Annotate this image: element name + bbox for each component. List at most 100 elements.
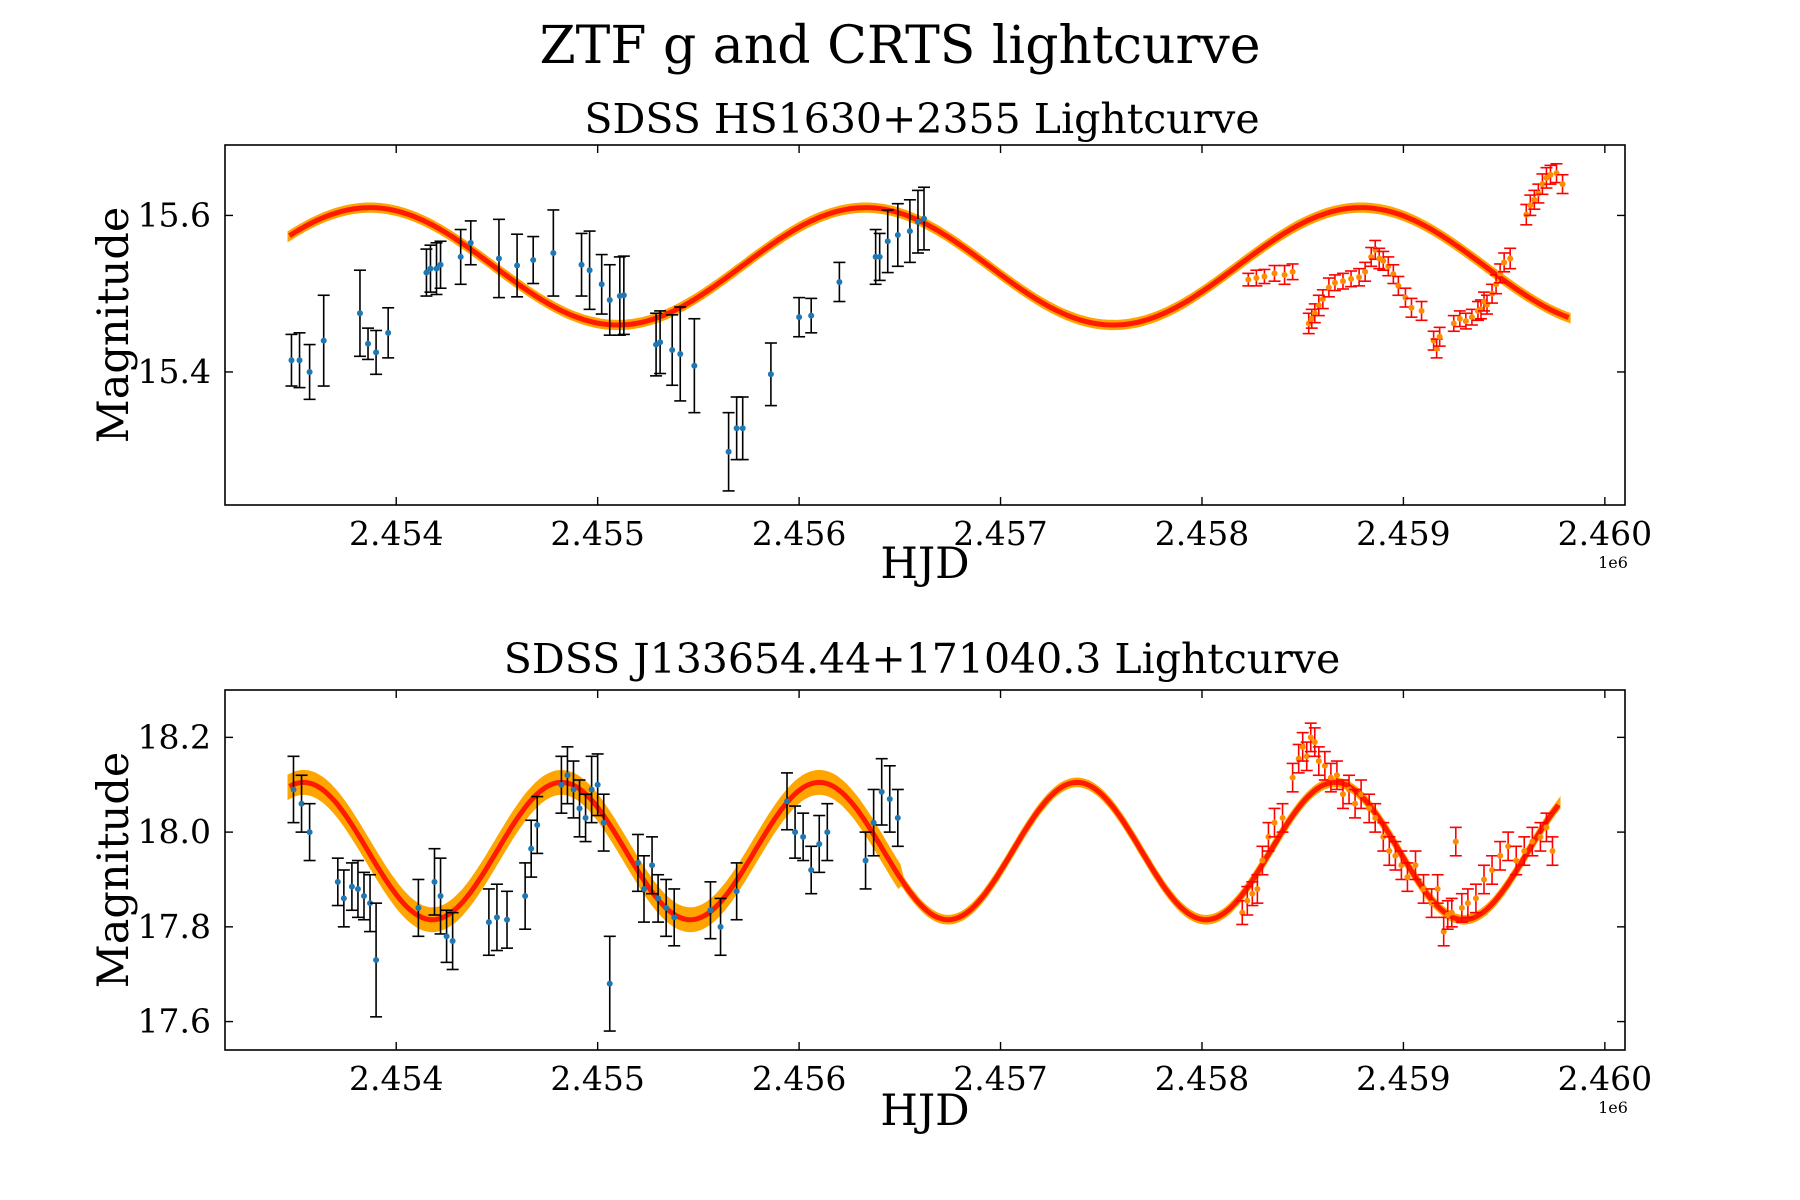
data-point [353, 269, 366, 358]
data-point [881, 209, 894, 274]
data-point [1417, 873, 1430, 904]
point-marker [356, 310, 363, 317]
data-point [1377, 250, 1390, 272]
data-point [1324, 762, 1337, 793]
data-point [603, 263, 616, 336]
data-point [293, 332, 306, 389]
point-marker [1440, 928, 1447, 935]
data-point [597, 793, 610, 852]
data-point [781, 772, 794, 831]
data-point [287, 755, 300, 824]
point-marker [415, 904, 422, 911]
data-point [501, 890, 514, 949]
data-point [1459, 312, 1472, 330]
point-marker [1436, 333, 1443, 340]
point-marker [586, 267, 593, 274]
data-point [511, 233, 524, 298]
data-point [797, 812, 810, 862]
point-marker [1452, 838, 1459, 845]
point-marker [1311, 310, 1318, 317]
data-point [891, 788, 904, 848]
point-marker [792, 829, 799, 836]
series-ztf-g [1236, 722, 1559, 947]
data-point [1502, 831, 1515, 862]
panel-j133654: SDSS J133654.44+171040.3 Lightcurve 2.45… [89, 635, 1652, 1136]
point-marker [1531, 196, 1538, 203]
y-tick-label: 15.4 [138, 352, 211, 391]
x-tick-label: 2.459 [1356, 514, 1450, 553]
model-fit-line [288, 779, 1561, 923]
data-point [1415, 300, 1428, 322]
x-tick-label: 2.460 [1558, 514, 1652, 553]
point-marker [1281, 271, 1288, 278]
data-point [567, 760, 580, 819]
point-marker [717, 923, 724, 930]
data-point [434, 857, 447, 935]
y-tick-label: 17.8 [138, 907, 211, 946]
point-marker [1315, 758, 1322, 765]
data-point [903, 198, 916, 264]
x-tick-label: 2.455 [550, 1059, 644, 1098]
point-marker [598, 281, 605, 288]
point-marker [594, 781, 601, 788]
figure-title: ZTF g and CRTS lightcurve [540, 16, 1261, 76]
point-marker [360, 893, 367, 900]
data-point [714, 897, 727, 957]
axis-ticks-group: 2.454 2.455 2.456 2.457 2.458 2.459 2.460 15.4 1… [138, 145, 1652, 553]
data-point [345, 862, 358, 912]
data-point [1251, 873, 1264, 904]
x-tick-label: 2.459 [1356, 1059, 1450, 1098]
data-point [1556, 173, 1569, 195]
data-point [364, 873, 377, 933]
data-point [561, 746, 574, 805]
data-point [547, 209, 560, 297]
data-point [1447, 314, 1460, 333]
panel-hs1630: SDSS HS1630+2355 Lightcurve 2.454 2.455 2.… [89, 95, 1652, 589]
point-marker [657, 339, 664, 346]
point-marker [671, 914, 678, 921]
point-marker [1265, 833, 1272, 840]
data-point [1355, 779, 1368, 810]
model-curve-group [287, 769, 1561, 933]
point-marker [1428, 900, 1435, 907]
data-point [1430, 338, 1443, 359]
data-point [883, 764, 896, 833]
x-axis-label: HJD [880, 539, 969, 589]
point-marker [1380, 833, 1387, 840]
point-marker [1398, 862, 1405, 869]
axis-ticks-group: 2.454 2.455 2.456 2.457 2.458 2.459 2.460 17.6 1… [138, 690, 1652, 1098]
data-point [1349, 788, 1362, 819]
point-marker [862, 857, 869, 864]
data-point [1449, 826, 1462, 857]
data-point [1286, 762, 1299, 793]
panel-title: SDSS J133654.44+171040.3 Lightcurve [504, 635, 1340, 683]
point-marker [1543, 174, 1550, 181]
point-marker [878, 788, 885, 795]
data-point [704, 881, 717, 940]
data-point [1278, 264, 1291, 286]
x-tick-label: 2.458 [1155, 514, 1249, 553]
point-marker [1253, 275, 1260, 282]
point-marker [1543, 824, 1550, 831]
point-marker [485, 919, 492, 926]
point-marker [1501, 259, 1508, 266]
data-point [1286, 263, 1299, 281]
data-point [603, 935, 616, 1032]
data-point [867, 788, 880, 857]
data-point [1258, 268, 1271, 285]
data-point [821, 802, 834, 862]
point-marker [914, 218, 921, 225]
point-marker [1412, 862, 1419, 869]
point-marker [1319, 296, 1326, 303]
x-tick-label: 2.458 [1155, 1059, 1249, 1098]
point-marker [606, 296, 613, 303]
data-point [370, 902, 383, 1018]
data-point [464, 220, 477, 266]
point-marker [707, 907, 714, 914]
point-marker [457, 253, 464, 260]
data-point [1534, 821, 1547, 852]
data-point [519, 862, 532, 931]
point-marker [528, 845, 535, 852]
plot-area-frame [224, 144, 1626, 506]
model-curve-group [287, 202, 1571, 331]
